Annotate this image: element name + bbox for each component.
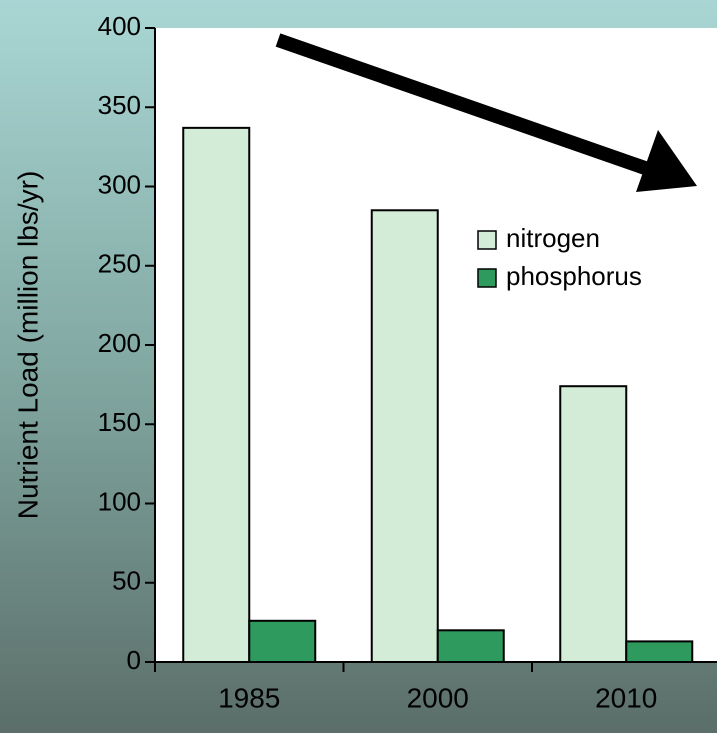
bar <box>625 640 694 664</box>
y-tick-label: 300 <box>98 169 141 199</box>
x-tick-label: 2010 <box>595 682 657 713</box>
y-tick-label: 250 <box>98 249 141 279</box>
y-tick-label: 50 <box>112 566 141 596</box>
legend-label: phosphorus <box>506 261 642 291</box>
y-tick-label: 100 <box>98 486 141 516</box>
legend-label: nitrogen <box>506 223 600 253</box>
trend-arrow <box>275 33 697 192</box>
arrow-shaft <box>275 33 648 175</box>
x-tick-label: 1985 <box>218 682 280 713</box>
y-tick-label: 350 <box>98 90 141 120</box>
bar <box>370 209 439 663</box>
y-tick-label: 400 <box>98 11 141 41</box>
bar <box>559 385 628 663</box>
legend-swatch <box>477 230 497 250</box>
bar <box>182 126 251 664</box>
x-tick-label: 2000 <box>407 682 469 713</box>
bar <box>248 619 317 663</box>
y-tick-label: 200 <box>98 328 141 358</box>
bar <box>436 629 505 663</box>
y-axis-label: Nutrient Load (million lbs/yr) <box>12 171 43 520</box>
legend-swatch <box>477 268 497 288</box>
y-tick-label: 0 <box>127 645 141 675</box>
arrow-head <box>636 130 697 192</box>
y-tick-label: 150 <box>98 407 141 437</box>
